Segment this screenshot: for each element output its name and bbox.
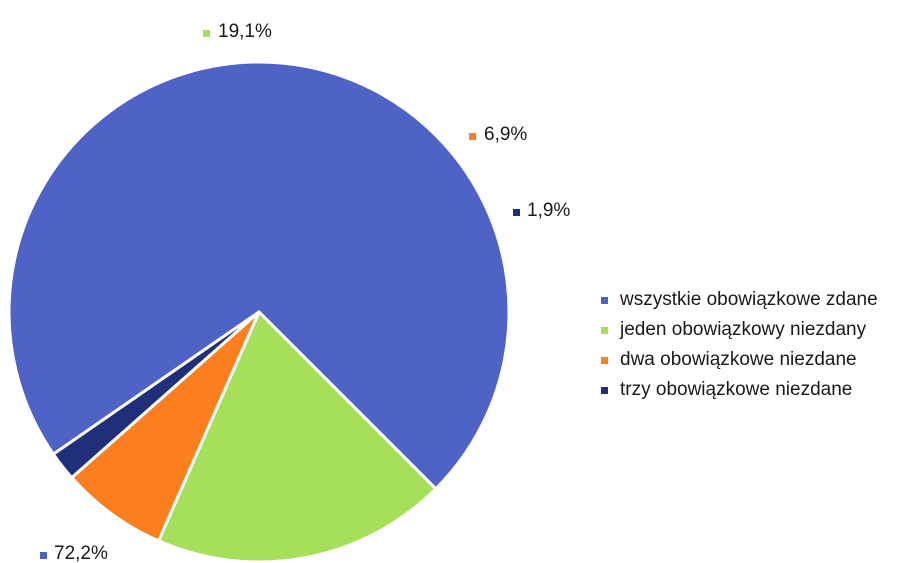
legend-item-trzy-obowiazkowe-niezdane: trzy obowiązkowe niezdane — [598, 376, 913, 403]
data-labels: 72,2% 19,1% 6,9% 1,9% — [40, 21, 570, 563]
pie-slice-2 — [157, 310, 438, 563]
data-label-text: 72,2% — [54, 543, 108, 563]
data-label-text: 6,9% — [484, 124, 527, 145]
data-label-4: 1,9% — [513, 200, 570, 221]
data-label-swatch — [40, 552, 47, 559]
legend: wszystkie obowiązkowe zdane jeden obowią… — [598, 286, 913, 406]
legend-label: trzy obowiązkowe niezdane — [620, 379, 853, 400]
legend-item-dwa-obowiazkowe-niezdane: dwa obowiązkowe niezdane — [598, 346, 913, 373]
data-label-text: 19,1% — [218, 21, 272, 42]
pie-slice-1 — [7, 60, 511, 491]
pie-slices — [7, 60, 511, 563]
pie-slice-3 — [70, 310, 261, 543]
data-label-swatch — [513, 209, 520, 216]
legend-label: jeden obowiązkowy niezdany — [620, 319, 867, 340]
data-label-2: 19,1% — [203, 21, 272, 42]
legend-item-wszystkie-obowiazkowe-zdane: wszystkie obowiązkowe zdane — [598, 286, 913, 313]
legend-swatch — [601, 387, 608, 394]
pie-slice-4 — [51, 310, 261, 480]
legend-swatch — [601, 297, 608, 304]
data-label-swatch — [469, 133, 476, 140]
data-label-swatch — [203, 30, 210, 37]
legend-item-jeden-obowiazkowy-niezdany: jeden obowiązkowy niezdany — [598, 316, 913, 343]
legend-label: dwa obowiązkowe niezdane — [620, 349, 857, 370]
legend-swatch — [601, 357, 608, 364]
legend-label: wszystkie obowiązkowe zdane — [620, 289, 878, 310]
data-label-1: 72,2% — [40, 543, 108, 563]
legend-swatch — [601, 327, 608, 334]
data-label-text: 1,9% — [527, 200, 570, 221]
data-label-3: 6,9% — [469, 124, 527, 145]
